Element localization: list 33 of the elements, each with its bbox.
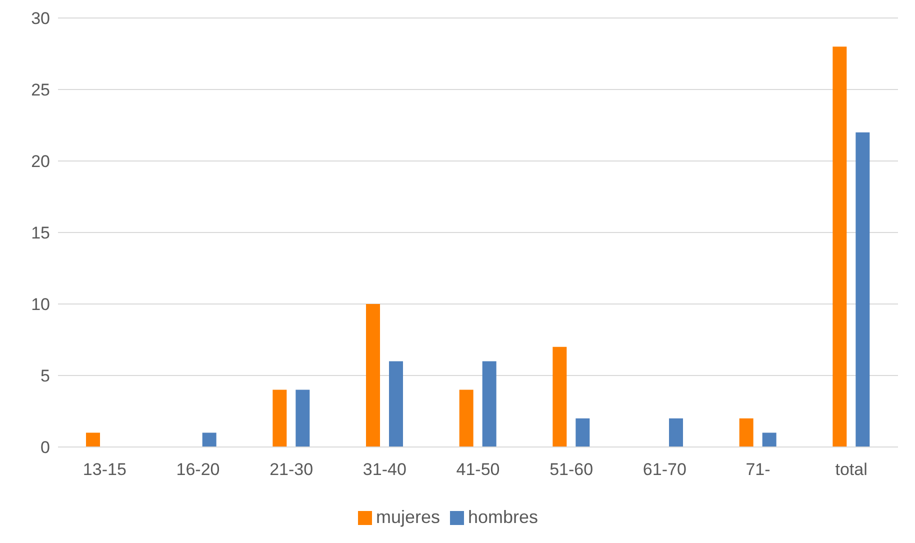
legend-label: mujeres <box>376 507 440 527</box>
y-tick-label: 15 <box>31 224 50 243</box>
y-tick-label: 30 <box>31 9 50 28</box>
x-tick-label: total <box>835 460 868 480</box>
x-tick-label: 21-30 <box>270 460 314 480</box>
bar <box>86 432 100 447</box>
bar <box>762 432 776 447</box>
bar <box>366 304 380 447</box>
bar <box>832 46 847 447</box>
bar <box>739 418 754 447</box>
bar <box>202 432 216 447</box>
y-tick-label: 20 <box>31 152 50 172</box>
bar <box>669 418 683 447</box>
x-tick-label: 51-60 <box>550 460 594 480</box>
bar <box>389 361 403 447</box>
y-tick-label: 25 <box>31 80 50 100</box>
x-tick-label: 71- <box>746 460 770 480</box>
x-tick-label: 16-20 <box>176 460 220 480</box>
bar <box>459 390 474 447</box>
legend-label: hombres <box>468 507 538 527</box>
bar <box>482 361 496 447</box>
bar <box>856 132 870 447</box>
y-tick-label: 10 <box>31 295 50 314</box>
x-tick-label: 31-40 <box>362 460 406 480</box>
bar <box>272 390 287 447</box>
bar <box>576 418 590 447</box>
bar <box>552 346 567 447</box>
bar <box>296 390 310 447</box>
x-tick-label: 13-15 <box>82 460 126 480</box>
y-tick-label: 5 <box>40 366 50 386</box>
x-tick-label: 41-50 <box>456 460 500 480</box>
y-tick-label: 0 <box>40 438 50 458</box>
x-tick-label: 61-70 <box>642 460 686 480</box>
